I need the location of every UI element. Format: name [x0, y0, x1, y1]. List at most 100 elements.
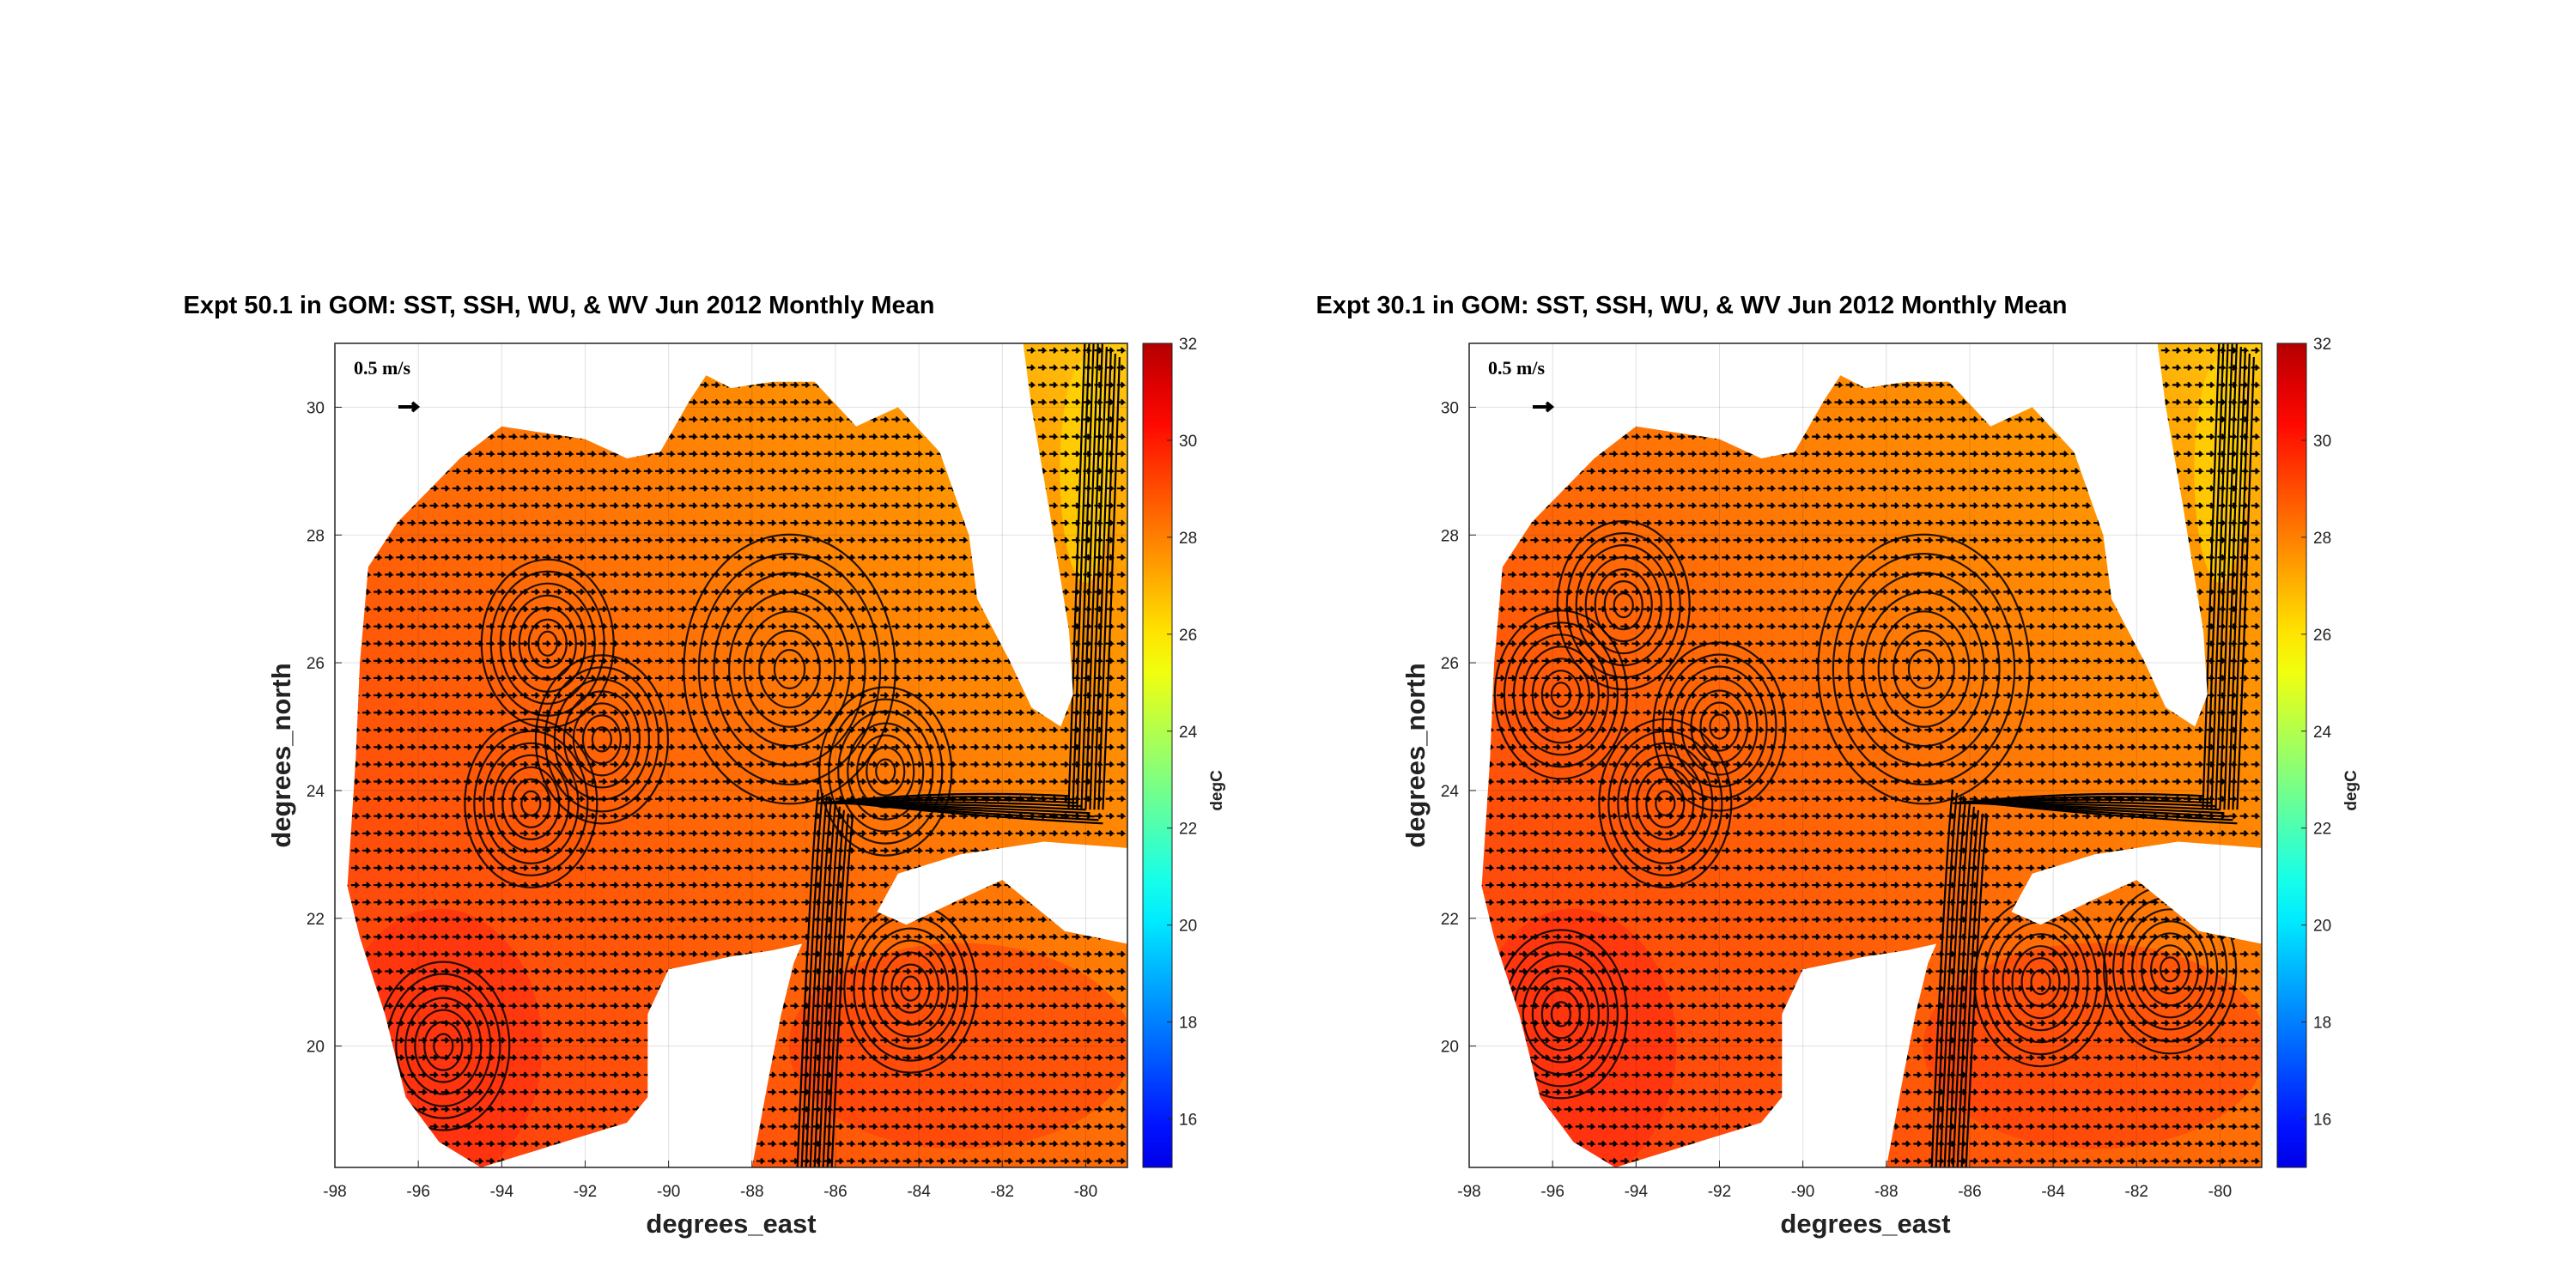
velocity-arrow	[1620, 450, 1630, 458]
velocity-arrow	[880, 1054, 890, 1061]
velocity-arrow	[565, 1106, 574, 1113]
velocity-arrow	[621, 554, 631, 561]
velocity-arrow	[1687, 1106, 1698, 1113]
eddy-streamline	[423, 1021, 464, 1071]
velocity-arrow	[700, 882, 710, 888]
velocity-arrow	[632, 554, 642, 561]
velocity-arrow	[1552, 864, 1563, 871]
velocity-arrow	[1530, 795, 1540, 803]
velocity-arrow	[519, 554, 530, 561]
velocity-arrow	[1586, 1123, 1596, 1131]
velocity-arrow	[463, 1071, 473, 1078]
velocity-arrow	[1687, 536, 1698, 543]
velocity-arrow	[1665, 433, 1675, 440]
velocity-arrow	[1643, 1123, 1653, 1131]
velocity-arrow	[790, 933, 800, 941]
velocity-arrow	[542, 1002, 552, 1009]
velocity-arrow	[565, 468, 574, 475]
velocity-arrow	[1744, 1106, 1754, 1113]
velocity-arrow	[1004, 1002, 1014, 1009]
velocity-arrow	[486, 916, 495, 924]
velocity-arrow	[948, 1002, 957, 1009]
velocity-arrow	[880, 468, 890, 475]
velocity-arrow	[880, 450, 890, 458]
velocity-arrow	[1777, 778, 1788, 785]
velocity-arrow	[700, 450, 710, 458]
velocity-arrow	[1541, 605, 1552, 613]
velocity-arrow	[519, 1054, 530, 1061]
velocity-arrow	[700, 502, 710, 509]
reference-arrow-icon	[398, 401, 421, 413]
velocity-arrow	[350, 899, 361, 906]
velocity-arrow	[1508, 761, 1517, 768]
velocity-arrow	[1710, 1123, 1720, 1131]
velocity-arrow	[1116, 830, 1127, 837]
velocity-arrow	[1530, 967, 1540, 975]
velocity-arrow	[1597, 502, 1607, 509]
velocity-arrow	[689, 622, 698, 630]
velocity-arrow	[948, 916, 957, 924]
velocity-arrow	[1687, 1123, 1698, 1131]
velocity-arrow	[1552, 795, 1563, 803]
velocity-arrow	[1755, 605, 1765, 613]
velocity-arrow	[768, 640, 777, 647]
velocity-arrow	[1116, 415, 1127, 423]
velocity-arrow	[846, 899, 856, 906]
velocity-arrow	[959, 692, 969, 699]
velocity-arrow	[1597, 778, 1607, 785]
velocity-arrow	[1609, 795, 1619, 803]
velocity-arrow	[801, 743, 811, 751]
velocity-arrow	[790, 1020, 800, 1027]
velocity-arrow	[869, 536, 878, 543]
velocity-arrow	[632, 933, 642, 941]
velocity-arrow	[925, 640, 935, 647]
velocity-arrow	[565, 605, 574, 613]
velocity-arrow	[869, 1071, 878, 1078]
velocity-arrow	[452, 502, 462, 509]
velocity-arrow	[1676, 864, 1686, 871]
velocity-arrow	[1777, 761, 1788, 768]
velocity-arrow	[1654, 658, 1664, 664]
velocity-arrow	[801, 882, 811, 888]
velocity-arrow	[1564, 1106, 1574, 1113]
velocity-arrow	[779, 795, 788, 803]
velocity-arrow	[779, 1037, 788, 1044]
velocity-arrow	[869, 433, 878, 440]
velocity-arrow	[1722, 985, 1731, 992]
velocity-arrow	[858, 916, 867, 924]
velocity-arrow	[722, 743, 732, 751]
velocity-arrow	[565, 519, 574, 526]
velocity-arrow	[632, 571, 642, 579]
velocity-arrow	[1722, 967, 1731, 975]
velocity-arrow	[1609, 1088, 1619, 1095]
velocity-arrow	[925, 658, 935, 664]
velocity-arrow	[486, 950, 495, 958]
velocity-arrow	[1631, 1071, 1641, 1078]
velocity-arrow	[902, 554, 913, 561]
velocity-arrow	[621, 761, 631, 768]
velocity-arrow	[846, 485, 856, 492]
velocity-arrow	[744, 882, 755, 888]
velocity-arrow	[1037, 1123, 1048, 1131]
velocity-arrow	[677, 415, 687, 423]
velocity-arrow	[858, 1071, 867, 1078]
velocity-arrow	[1575, 709, 1585, 716]
velocity-arrow	[1597, 933, 1607, 941]
velocity-arrow	[475, 864, 484, 871]
velocity-arrow	[1710, 864, 1720, 871]
velocity-arrow	[1609, 967, 1619, 975]
velocity-arrow	[576, 864, 586, 871]
velocity-arrow	[1508, 605, 1517, 613]
velocity-arrow	[1620, 882, 1630, 888]
velocity-arrow	[587, 1123, 597, 1131]
velocity-arrow	[1777, 899, 1788, 906]
velocity-arrow	[1631, 882, 1641, 888]
velocity-arrow	[1083, 1037, 1093, 1044]
velocity-arrow	[1083, 1071, 1093, 1078]
velocity-arrow	[1755, 485, 1765, 492]
velocity-arrow	[1699, 985, 1709, 992]
velocity-arrow	[1654, 916, 1664, 924]
velocity-arrow	[1508, 916, 1517, 924]
velocity-arrow	[440, 933, 451, 941]
eddy-streamline	[713, 572, 866, 767]
